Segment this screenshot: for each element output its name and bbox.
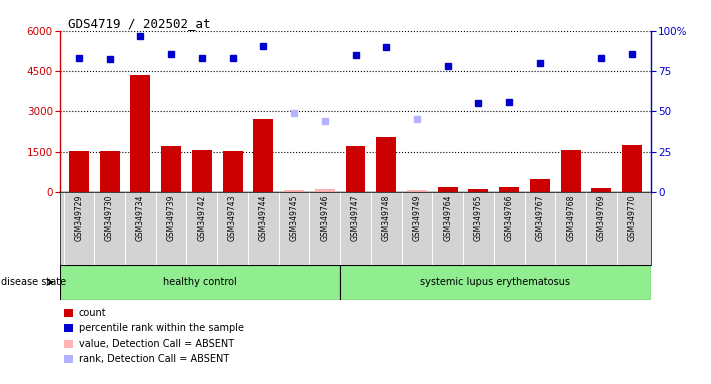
Text: GSM349747: GSM349747 xyxy=(351,194,360,241)
Bar xyxy=(407,190,427,192)
Text: healthy control: healthy control xyxy=(164,277,237,287)
Text: GSM349764: GSM349764 xyxy=(443,194,452,241)
Text: GSM349729: GSM349729 xyxy=(75,194,83,240)
Text: GSM349734: GSM349734 xyxy=(136,194,145,241)
Bar xyxy=(499,187,519,192)
Text: GSM349745: GSM349745 xyxy=(289,194,299,241)
Text: GSM349744: GSM349744 xyxy=(259,194,268,241)
Bar xyxy=(284,190,304,192)
Text: value, Detection Call = ABSENT: value, Detection Call = ABSENT xyxy=(79,339,234,349)
Text: GSM349746: GSM349746 xyxy=(320,194,329,241)
Text: disease state: disease state xyxy=(1,277,66,287)
Text: GSM349769: GSM349769 xyxy=(597,194,606,241)
Text: systemic lupus erythematosus: systemic lupus erythematosus xyxy=(420,277,570,287)
Bar xyxy=(438,187,458,192)
Bar xyxy=(60,265,340,300)
Bar xyxy=(253,119,273,192)
Text: GSM349742: GSM349742 xyxy=(198,194,206,240)
Bar xyxy=(592,188,611,192)
Text: GSM349739: GSM349739 xyxy=(166,194,176,241)
Bar xyxy=(315,189,335,192)
Bar xyxy=(130,75,150,192)
Bar xyxy=(340,265,651,300)
Text: GSM349770: GSM349770 xyxy=(628,194,636,241)
Text: GSM349768: GSM349768 xyxy=(566,194,575,240)
Bar xyxy=(100,151,119,192)
Text: GSM349766: GSM349766 xyxy=(505,194,513,241)
Bar xyxy=(192,150,212,192)
Text: count: count xyxy=(79,308,107,318)
Bar xyxy=(69,151,89,192)
Bar xyxy=(346,146,365,192)
Text: GSM349743: GSM349743 xyxy=(228,194,237,241)
Bar xyxy=(469,189,488,192)
Text: percentile rank within the sample: percentile rank within the sample xyxy=(79,323,244,333)
Bar xyxy=(561,149,581,192)
Bar xyxy=(223,151,242,192)
Bar xyxy=(530,179,550,192)
Bar xyxy=(622,145,642,192)
Text: GSM349749: GSM349749 xyxy=(412,194,422,241)
Bar xyxy=(376,137,396,192)
Text: GSM349748: GSM349748 xyxy=(382,194,391,240)
Text: GDS4719 / 202502_at: GDS4719 / 202502_at xyxy=(68,17,210,30)
Text: GSM349767: GSM349767 xyxy=(535,194,545,241)
Text: GSM349765: GSM349765 xyxy=(474,194,483,241)
Text: GSM349730: GSM349730 xyxy=(105,194,114,241)
Bar xyxy=(161,146,181,192)
Text: rank, Detection Call = ABSENT: rank, Detection Call = ABSENT xyxy=(79,354,229,364)
